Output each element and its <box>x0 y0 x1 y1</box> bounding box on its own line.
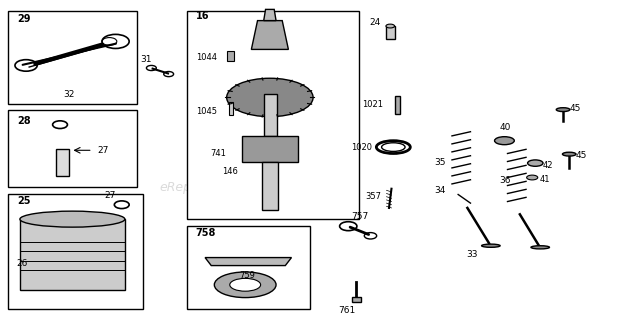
Polygon shape <box>251 21 288 49</box>
Bar <box>7 193 143 309</box>
Text: 29: 29 <box>17 14 30 24</box>
Bar <box>7 110 137 187</box>
Text: 42: 42 <box>542 161 553 170</box>
Ellipse shape <box>386 24 394 28</box>
Ellipse shape <box>482 244 500 247</box>
Ellipse shape <box>528 160 543 166</box>
Text: 1020: 1020 <box>351 142 372 151</box>
Bar <box>386 26 394 39</box>
Ellipse shape <box>230 278 260 291</box>
Ellipse shape <box>562 152 576 156</box>
Ellipse shape <box>526 175 538 180</box>
Bar <box>187 11 360 219</box>
Ellipse shape <box>215 272 276 297</box>
Text: 41: 41 <box>539 175 550 183</box>
Bar <box>352 297 361 302</box>
Text: 36: 36 <box>499 176 511 185</box>
Ellipse shape <box>531 246 549 249</box>
Text: 32: 32 <box>64 90 75 99</box>
Bar <box>262 162 278 210</box>
Bar <box>395 97 400 114</box>
Text: 34: 34 <box>435 186 446 195</box>
Text: 27: 27 <box>104 191 115 200</box>
Text: 28: 28 <box>17 117 30 127</box>
Polygon shape <box>264 9 276 21</box>
Text: 759: 759 <box>239 271 255 280</box>
Text: 761: 761 <box>339 306 356 315</box>
Text: 24: 24 <box>369 18 380 27</box>
Text: 146: 146 <box>223 167 238 176</box>
Text: eReplacementParts.com: eReplacementParts.com <box>159 181 312 193</box>
Bar <box>7 11 137 104</box>
Text: 31: 31 <box>140 55 151 64</box>
Ellipse shape <box>495 137 515 145</box>
Text: 758: 758 <box>196 228 216 238</box>
Text: 35: 35 <box>434 158 446 167</box>
Polygon shape <box>242 136 298 162</box>
Text: 26: 26 <box>17 259 28 268</box>
Text: 40: 40 <box>500 123 511 132</box>
Text: 757: 757 <box>352 213 369 221</box>
Text: 1021: 1021 <box>362 100 383 109</box>
Bar <box>20 219 125 290</box>
Bar <box>227 51 234 61</box>
Text: 1045: 1045 <box>196 107 217 116</box>
Text: 25: 25 <box>17 195 30 205</box>
Ellipse shape <box>556 108 570 111</box>
Text: 1044: 1044 <box>196 53 217 62</box>
Polygon shape <box>205 257 291 266</box>
Ellipse shape <box>20 211 125 227</box>
Ellipse shape <box>227 78 313 117</box>
Bar <box>56 149 69 176</box>
Bar <box>264 94 277 136</box>
Text: 741: 741 <box>210 149 226 158</box>
Text: 357: 357 <box>366 192 381 201</box>
Text: 45: 45 <box>570 104 581 113</box>
Bar <box>229 102 234 115</box>
Text: 33: 33 <box>466 250 477 258</box>
Text: 27: 27 <box>97 146 108 155</box>
Text: 16: 16 <box>196 11 210 21</box>
Text: 45: 45 <box>576 151 587 160</box>
Bar <box>187 225 310 309</box>
